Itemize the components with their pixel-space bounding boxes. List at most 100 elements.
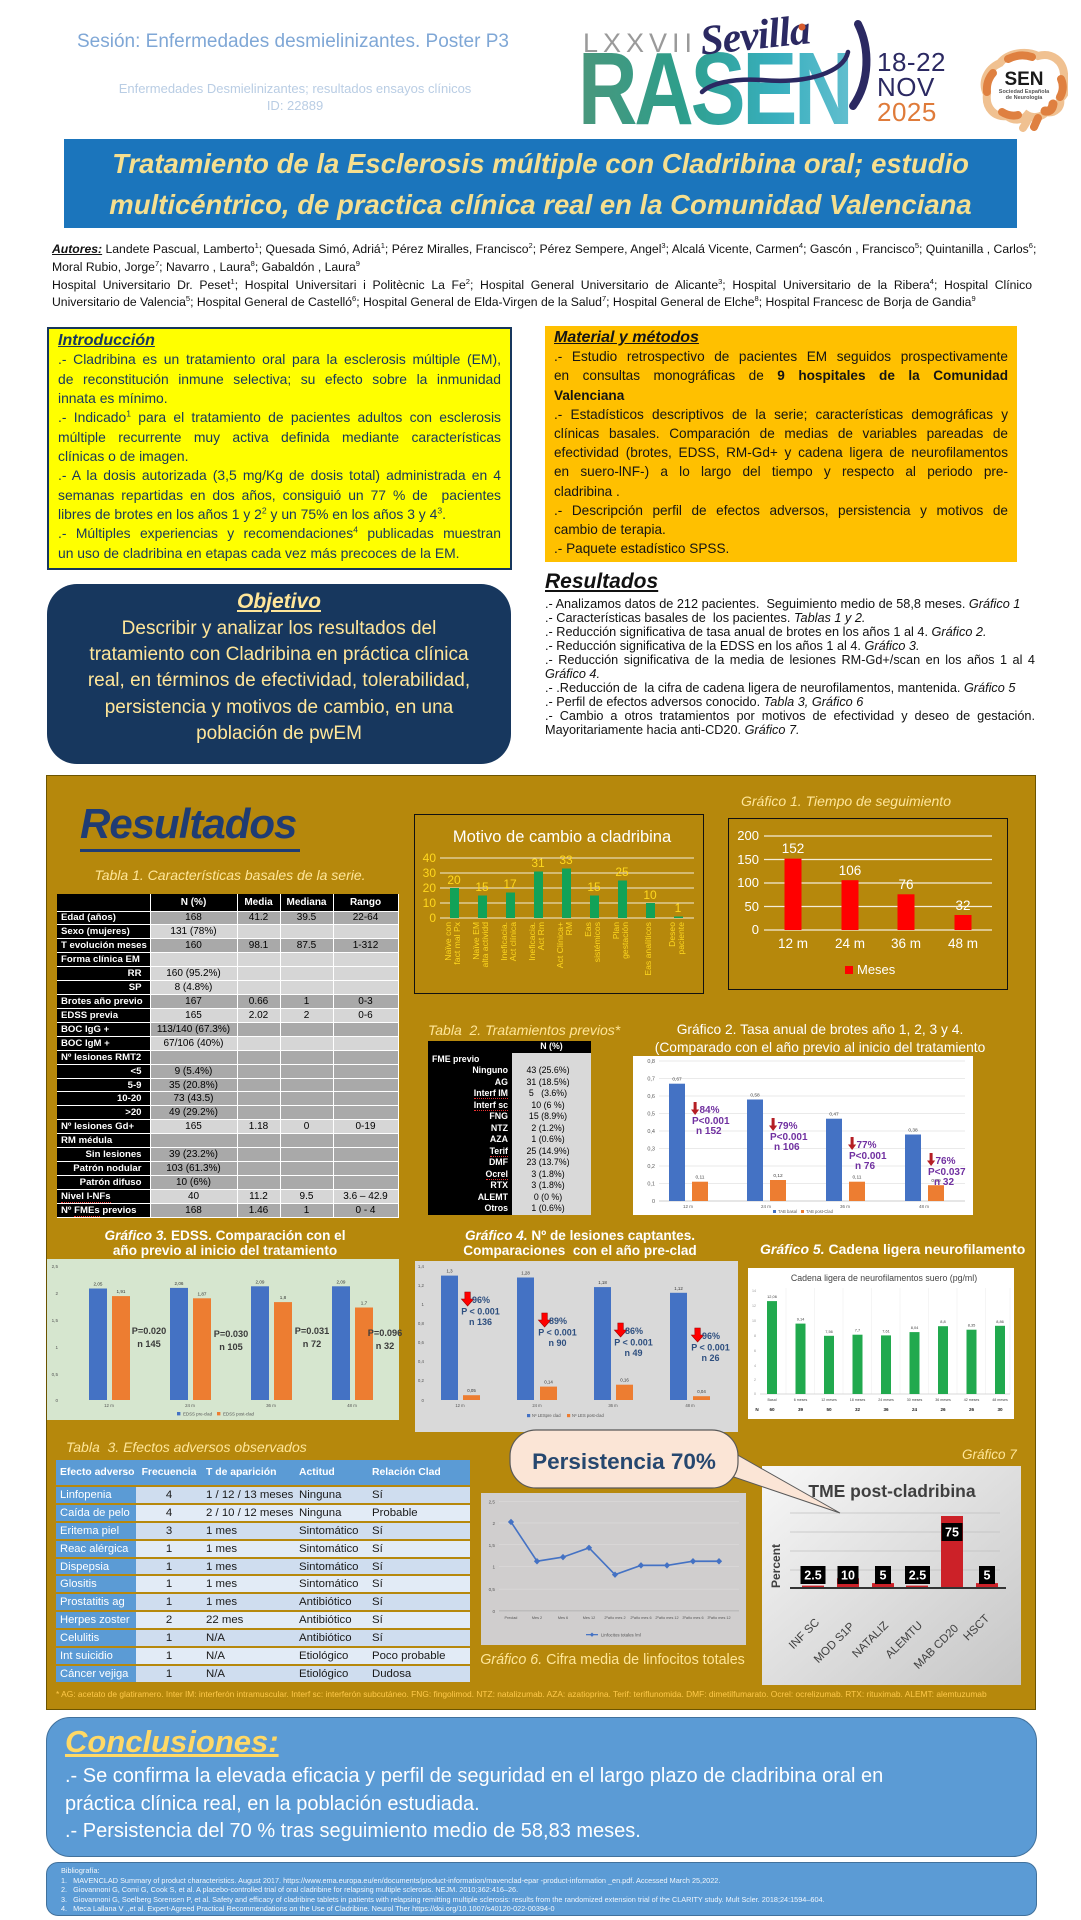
svg-text:N: N	[755, 1407, 759, 1412]
svg-text:Cadena ligera de neurofilament: Cadena ligera de neurofilamentos suero (…	[791, 1273, 977, 1283]
svg-text:36 meses: 36 meses	[935, 1398, 951, 1402]
svg-text:Naïve EM: Naïve EM	[471, 922, 481, 960]
svg-text:3ºaño mes 12: 3ºaño mes 12	[707, 1615, 730, 1620]
svg-text:1,3: 1,3	[446, 1269, 453, 1274]
svg-text:0,58: 0,58	[750, 1093, 760, 1099]
svg-text:Ineficacia.: Ineficacia.	[499, 922, 509, 961]
svg-text:n 32: n 32	[376, 1341, 394, 1351]
svg-text:42 meses: 42 meses	[964, 1398, 980, 1402]
svg-text:0,5: 0,5	[647, 1112, 655, 1118]
svg-text:n 105: n 105	[219, 1342, 243, 1352]
svg-text:10: 10	[752, 1319, 756, 1323]
svg-text:2ºaño mes 2: 2ºaño mes 2	[604, 1615, 625, 1620]
svg-text:77%: 77%	[857, 1140, 877, 1151]
svg-text:36 m: 36 m	[608, 1403, 618, 1408]
svg-text:30 meses: 30 meses	[907, 1398, 923, 1402]
svg-text:2: 2	[754, 1378, 756, 1382]
svg-text:1: 1	[55, 1345, 58, 1350]
svg-text:P < 0.001: P < 0.001	[538, 1328, 577, 1338]
svg-text:0,5: 0,5	[52, 1372, 59, 1377]
svg-text:60: 60	[769, 1407, 775, 1412]
svg-text:SEN: SEN	[1004, 69, 1043, 90]
svg-text:TAB basal: TAB basal	[778, 1209, 797, 1214]
svg-text:5: 5	[880, 1569, 887, 1583]
svg-text:0,38: 0,38	[908, 1128, 918, 1134]
svg-text:Act Rm: Act Rm	[536, 922, 546, 950]
svg-text:2,06: 2,06	[175, 1281, 184, 1286]
svg-text:32: 32	[955, 898, 970, 913]
svg-text:24 m: 24 m	[185, 1403, 195, 1408]
svg-text:n 90: n 90	[548, 1338, 566, 1348]
svg-text:0,2: 0,2	[418, 1378, 425, 1383]
svg-text:150: 150	[737, 852, 759, 867]
svg-text:Meses: Meses	[857, 962, 896, 977]
svg-text:0,67: 0,67	[672, 1077, 682, 1083]
svg-text:40: 40	[423, 851, 437, 865]
svg-text:Naïve con: Naïve con	[443, 922, 453, 961]
svg-text:n 152: n 152	[696, 1126, 722, 1137]
svg-text:33: 33	[559, 853, 573, 867]
svg-text:30: 30	[423, 866, 437, 880]
svg-text:0,11: 0,11	[696, 1175, 705, 1181]
svg-text:26: 26	[969, 1407, 975, 1412]
svg-text:3ºaño mes 6: 3ºaño mes 6	[682, 1615, 703, 1620]
svg-text:36 m: 36 m	[891, 936, 921, 951]
svg-text:48 m: 48 m	[685, 1403, 695, 1408]
svg-text:2.5: 2.5	[909, 1569, 926, 1583]
svg-text:alta actividd: alta actividd	[480, 922, 490, 968]
svg-text:1,4: 1,4	[418, 1264, 425, 1269]
svg-text:0,4: 0,4	[418, 1359, 425, 1364]
svg-text:75: 75	[945, 1526, 959, 1540]
svg-text:24: 24	[912, 1407, 918, 1412]
svg-text:EDSS post-clad: EDSS post-clad	[223, 1411, 255, 1416]
svg-text:0,47: 0,47	[829, 1112, 839, 1118]
svg-text:48 m: 48 m	[919, 1204, 929, 1209]
svg-text:12 m: 12 m	[683, 1204, 693, 1209]
svg-text:0: 0	[429, 911, 436, 925]
svg-text:0: 0	[422, 1398, 425, 1403]
svg-text:2,5: 2,5	[52, 1264, 59, 1269]
svg-text:36 m: 36 m	[840, 1204, 850, 1209]
svg-text:48 m: 48 m	[948, 936, 978, 951]
svg-text:84%: 84%	[700, 1105, 720, 1116]
svg-text:76: 76	[898, 877, 913, 892]
svg-text:2,05: 2,05	[94, 1282, 103, 1287]
svg-text:4: 4	[754, 1364, 756, 1368]
svg-text:7,61: 7,61	[882, 1328, 890, 1333]
svg-text:0,2: 0,2	[647, 1164, 655, 1170]
svg-text:8,86: 8,86	[996, 1319, 1004, 1324]
svg-text:Act Clínica+: Act Clínica+	[555, 922, 565, 968]
svg-text:Percent: Percent	[769, 1544, 783, 1588]
svg-text:Preclad: Preclad	[505, 1616, 518, 1620]
svg-text:1,87: 1,87	[198, 1291, 207, 1296]
svg-text:n 49: n 49	[624, 1348, 642, 1358]
svg-text:Basal: Basal	[768, 1398, 777, 1402]
svg-text:0,7: 0,7	[647, 1077, 655, 1083]
svg-text:12 meses: 12 meses	[821, 1398, 837, 1402]
svg-text:P < 0.001: P < 0.001	[461, 1307, 500, 1317]
svg-text:15: 15	[587, 880, 601, 894]
svg-text:P<0.037: P<0.037	[928, 1167, 966, 1178]
svg-text:0,8: 0,8	[647, 1059, 655, 1065]
svg-text:0: 0	[55, 1398, 58, 1403]
svg-text:Ineficacia.: Ineficacia.	[527, 922, 537, 961]
svg-text:0,6: 0,6	[647, 1094, 655, 1100]
svg-text:0: 0	[652, 1199, 655, 1205]
svg-text:20: 20	[447, 873, 461, 887]
svg-text:79%: 79%	[778, 1121, 798, 1132]
svg-text:24 m: 24 m	[532, 1403, 542, 1408]
svg-text:n 136: n 136	[469, 1317, 492, 1327]
svg-text:Nº LES post-clad: Nº LES post-clad	[572, 1413, 604, 1418]
svg-text:2: 2	[492, 1521, 495, 1526]
svg-text:Mes 2: Mes 2	[532, 1616, 542, 1620]
svg-text:Persistencia 70%: Persistencia 70%	[532, 1449, 716, 1474]
svg-text:1,91: 1,91	[117, 1289, 126, 1294]
svg-text:12,06: 12,06	[767, 1294, 777, 1299]
svg-text:0,12: 0,12	[773, 1173, 783, 1179]
svg-text:Deseo: Deseo	[667, 922, 677, 947]
svg-text:1,28: 1,28	[521, 1271, 530, 1276]
svg-text:P < 0.001: P < 0.001	[614, 1338, 653, 1348]
svg-text:8,35: 8,35	[968, 1323, 976, 1328]
svg-text:8: 8	[754, 1334, 756, 1338]
svg-text:12: 12	[752, 1304, 756, 1308]
